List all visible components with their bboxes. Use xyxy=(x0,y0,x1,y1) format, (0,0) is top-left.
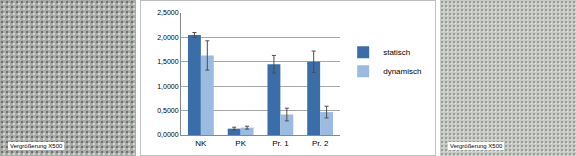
svg-text:NK: NK xyxy=(195,139,207,148)
svg-text:Pr. 2: Pr. 2 xyxy=(312,139,329,148)
svg-text:0,5000: 0,5000 xyxy=(157,107,179,114)
svg-text:1,0000: 1,0000 xyxy=(157,83,179,90)
svg-text:2,5000: 2,5000 xyxy=(157,9,179,16)
svg-text:0,0000: 0,0000 xyxy=(157,131,179,138)
svg-text:1,5000: 1,5000 xyxy=(157,58,179,65)
svg-text:dynamisch: dynamisch xyxy=(383,67,421,76)
svg-text:PK: PK xyxy=(235,139,246,148)
svg-text:statisch: statisch xyxy=(383,48,410,57)
html-text:Vergrößerung X500: Vergrößerung X500 xyxy=(10,143,63,149)
svg-text:2,0000: 2,0000 xyxy=(157,34,179,41)
svg-text:Pr. 1: Pr. 1 xyxy=(272,139,289,148)
html-text:Vergrößerung X500: Vergrößerung X500 xyxy=(450,143,503,149)
